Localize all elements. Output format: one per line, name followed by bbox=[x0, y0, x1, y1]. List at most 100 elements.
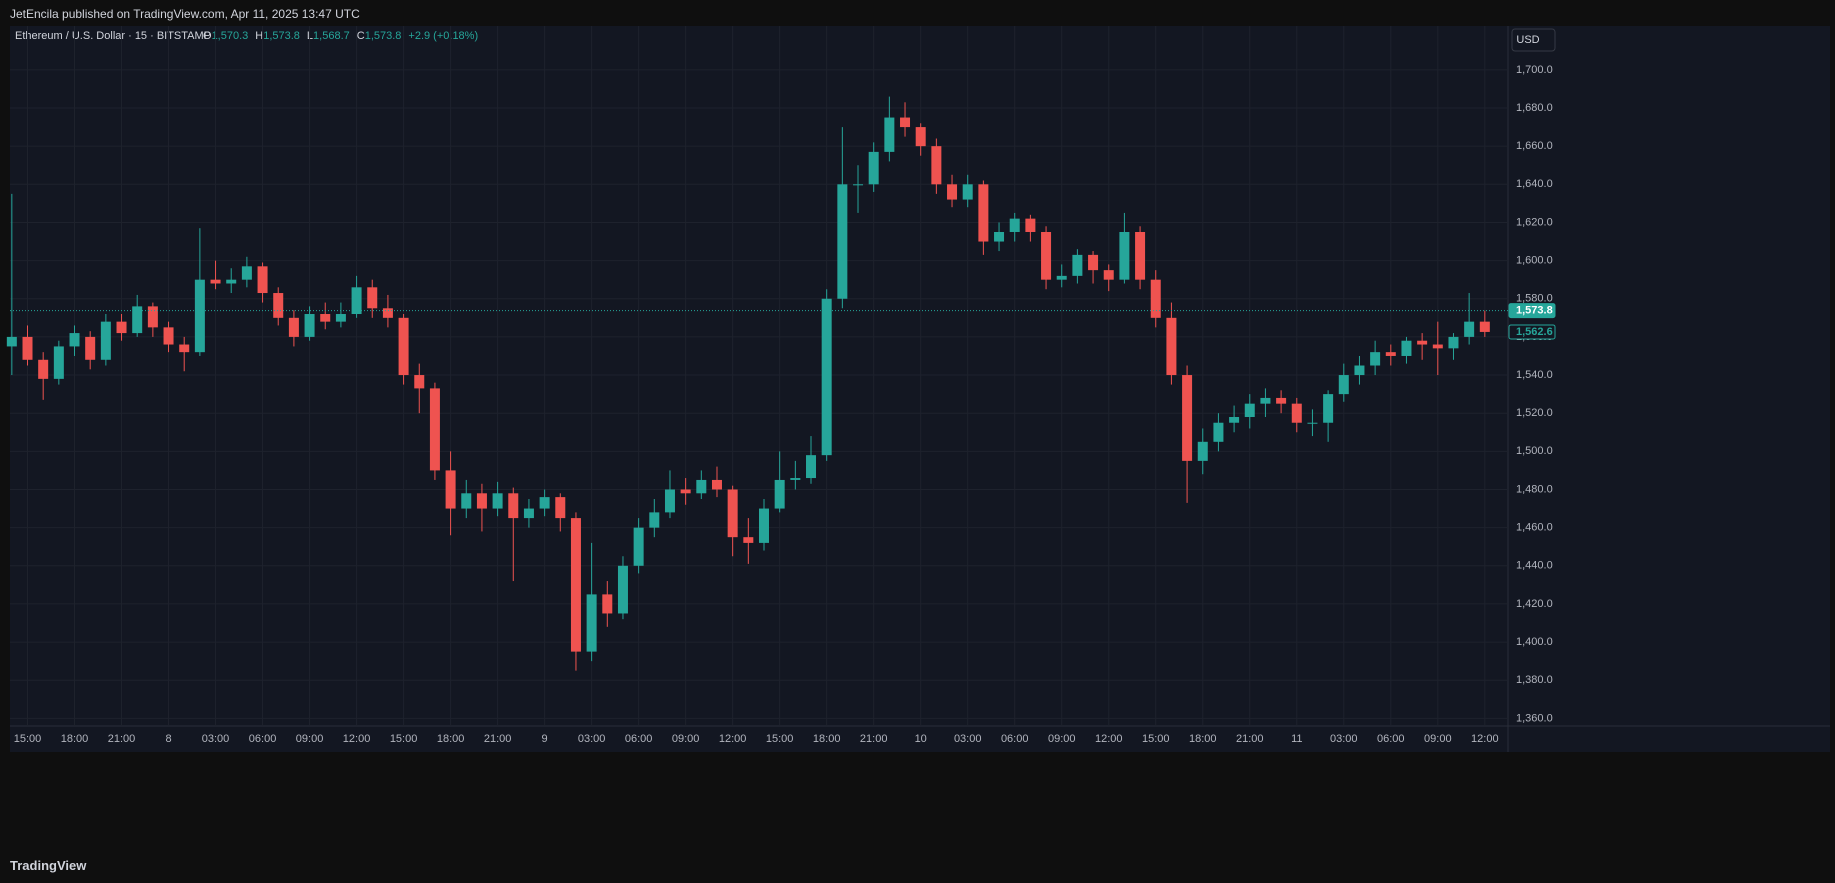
candle-body bbox=[1150, 279, 1161, 318]
candle-body bbox=[273, 293, 284, 318]
candle-body bbox=[1244, 403, 1255, 418]
candle-body bbox=[398, 317, 409, 376]
x-tick-label: 21:00 bbox=[108, 733, 136, 745]
candle-body bbox=[69, 333, 80, 347]
x-tick-label: 03:00 bbox=[578, 733, 606, 745]
candle-body bbox=[1229, 417, 1240, 423]
x-tick-label: 11 bbox=[1291, 733, 1302, 745]
candle-body bbox=[994, 231, 1005, 242]
candle-body bbox=[900, 117, 911, 128]
x-tick-label: 12:00 bbox=[343, 733, 371, 745]
x-tick-label: 06:00 bbox=[249, 733, 277, 745]
candle-body bbox=[696, 479, 707, 494]
candle-body bbox=[1103, 270, 1114, 280]
legend-high: 1,573.8 bbox=[263, 30, 300, 42]
candle-body bbox=[1260, 397, 1271, 404]
candle-body bbox=[1291, 403, 1302, 423]
candle-body bbox=[868, 151, 879, 185]
x-tick-label: 8 bbox=[165, 733, 171, 745]
y-tick-label: 1,420.0 bbox=[1516, 598, 1553, 610]
candle-body bbox=[226, 279, 237, 284]
candle-body bbox=[38, 359, 49, 379]
candle-body bbox=[1213, 422, 1224, 442]
candle-body bbox=[1385, 352, 1396, 356]
candle-body bbox=[774, 479, 785, 509]
candle-body bbox=[508, 493, 519, 519]
x-tick-label: 18:00 bbox=[61, 733, 89, 745]
chart-panel: Ethereum / U.S. Dollar · 15 · BITSTAMP O… bbox=[0, 26, 1835, 856]
candle-body bbox=[100, 321, 111, 360]
candle-body bbox=[429, 388, 440, 471]
y-tick-label: 1,540.0 bbox=[1516, 369, 1553, 381]
candle-body bbox=[351, 287, 362, 315]
candle-body bbox=[1166, 317, 1177, 376]
y-tick-label: 1,680.0 bbox=[1516, 102, 1553, 114]
y-tick-label: 1,440.0 bbox=[1516, 560, 1553, 572]
candle-body bbox=[476, 493, 487, 509]
x-tick-label: 09:00 bbox=[296, 733, 324, 745]
candle-body bbox=[1401, 340, 1412, 356]
candle-body bbox=[1119, 231, 1130, 280]
candle-body bbox=[555, 497, 566, 519]
x-tick-label: 12:00 bbox=[1471, 733, 1499, 745]
candle-body bbox=[179, 344, 190, 353]
candle-body bbox=[743, 537, 754, 543]
x-tick-label: 03:00 bbox=[954, 733, 982, 745]
time-axis-background bbox=[10, 726, 1830, 752]
candle-body bbox=[1088, 254, 1099, 271]
candle-body bbox=[1009, 218, 1020, 232]
legend-close-key: C bbox=[357, 30, 365, 42]
candle-body bbox=[947, 184, 958, 200]
y-tick-label: 1,400.0 bbox=[1516, 636, 1553, 648]
candle-body bbox=[53, 346, 64, 379]
candle-body bbox=[257, 266, 268, 294]
x-tick-label: 09:00 bbox=[1048, 733, 1076, 745]
candle-body bbox=[1370, 352, 1381, 366]
candle-body bbox=[147, 306, 158, 328]
candle-body bbox=[758, 508, 769, 543]
candle-body bbox=[1041, 231, 1052, 280]
legend-low: 1,568.7 bbox=[313, 30, 350, 42]
candle-body bbox=[492, 493, 503, 509]
y-tick-label: 1,520.0 bbox=[1516, 407, 1553, 419]
candle-body bbox=[821, 298, 832, 456]
candle-body bbox=[163, 327, 174, 345]
candle-body bbox=[367, 287, 378, 309]
candle-body bbox=[288, 317, 299, 337]
y-tick-label: 1,640.0 bbox=[1516, 178, 1553, 190]
candle-body bbox=[680, 489, 691, 494]
candle-body bbox=[602, 594, 613, 614]
candle-body bbox=[1338, 375, 1349, 395]
candle-body bbox=[617, 565, 628, 614]
price-tag-label: 1,562.6 bbox=[1516, 326, 1553, 338]
legend-close: 1,573.8 bbox=[365, 30, 402, 42]
price-tag bbox=[1508, 303, 1556, 319]
candle-body bbox=[837, 184, 848, 299]
candle-body bbox=[116, 321, 127, 334]
candle-body bbox=[539, 497, 550, 509]
currency[interactable]: USD bbox=[1516, 34, 1539, 46]
y-tick-label: 1,620.0 bbox=[1516, 216, 1553, 228]
legend-open-key: O bbox=[203, 30, 212, 42]
candle-body bbox=[1182, 375, 1193, 461]
candle-body bbox=[461, 493, 472, 509]
candle-body bbox=[335, 314, 346, 322]
candle-body bbox=[1354, 365, 1365, 376]
candle-body bbox=[962, 184, 973, 200]
candle-body bbox=[1197, 441, 1208, 461]
currency-button[interactable] bbox=[1511, 28, 1556, 52]
candle-body bbox=[85, 336, 96, 360]
candle-body bbox=[1276, 397, 1287, 404]
y-tick-label: 1,380.0 bbox=[1516, 674, 1553, 686]
candle-body bbox=[1479, 321, 1490, 332]
x-tick-label: 18:00 bbox=[813, 733, 841, 745]
x-tick-label: 21:00 bbox=[484, 733, 512, 745]
brand-name: TradingView bbox=[10, 858, 87, 873]
candle-body bbox=[1072, 254, 1083, 276]
candle-body bbox=[241, 266, 252, 280]
candle-body bbox=[1448, 336, 1459, 349]
y-tick-label: 1,580.0 bbox=[1516, 293, 1553, 305]
x-tick-label: 03:00 bbox=[202, 733, 230, 745]
x-tick-label: 12:00 bbox=[1095, 733, 1123, 745]
